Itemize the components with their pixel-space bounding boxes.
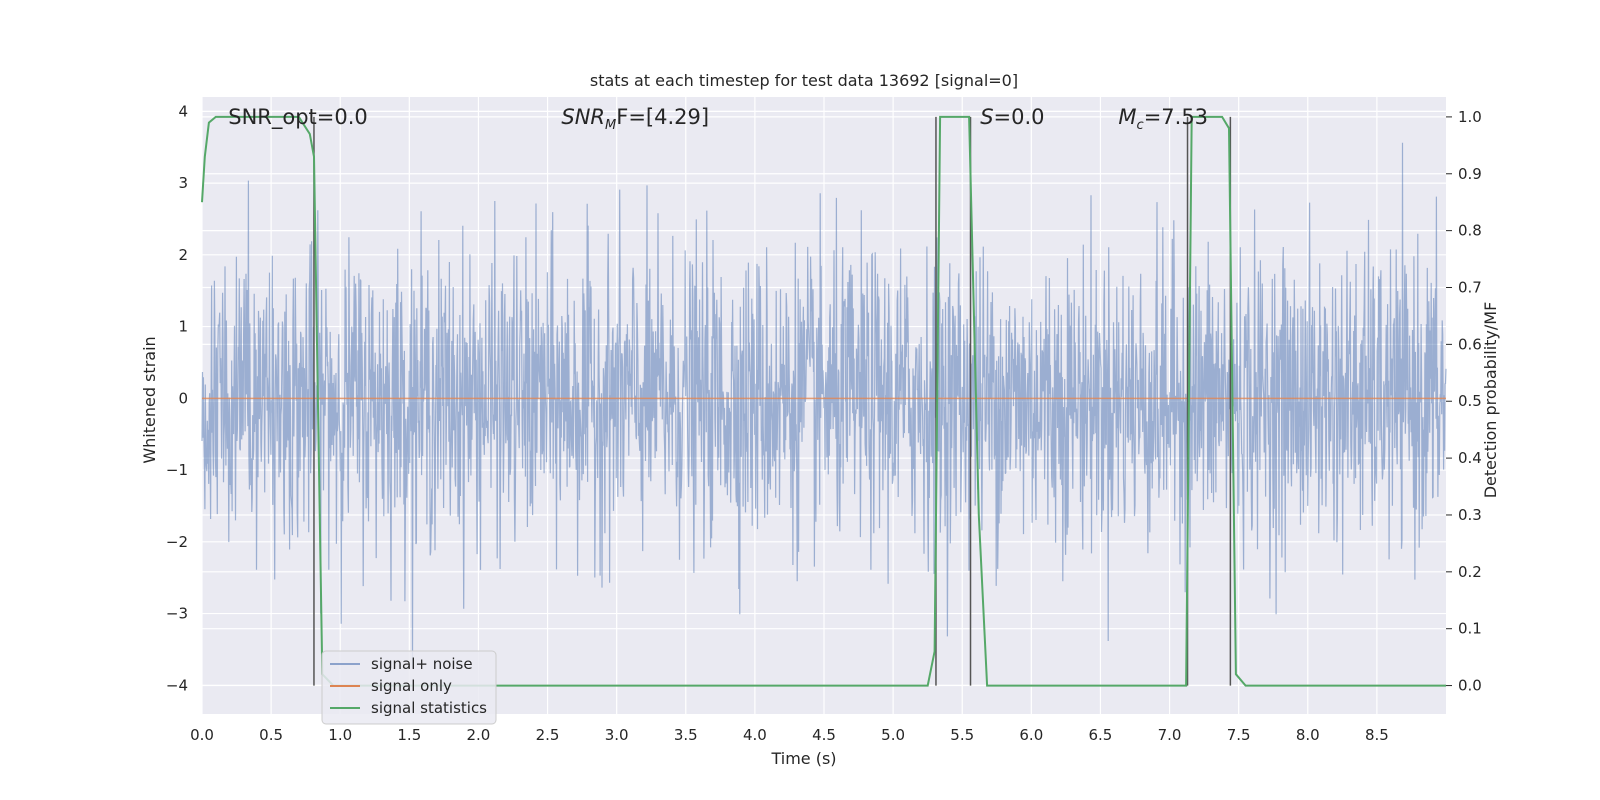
x-tick-label: 3.0 bbox=[605, 726, 629, 744]
annotation-s-stat: S=0.0 bbox=[980, 105, 1044, 129]
x-tick-label: 2.5 bbox=[536, 726, 560, 744]
y-tick-label: 3 bbox=[178, 174, 188, 192]
x-ticks: 0.0 0.5 1.0 1.5 2.0 2.5 3.0 3.5 4.0 4.5 5.0 5.5 6.0 6… bbox=[190, 726, 1389, 744]
annotation-snr-mf: SNRMF=[4.29] bbox=[561, 105, 709, 133]
legend-label-signal-statistics: signal statistics bbox=[371, 699, 487, 717]
y-tick-label: −3 bbox=[166, 605, 188, 623]
y2-tick-label: 0.4 bbox=[1458, 449, 1482, 467]
y2-tick-label: 0.5 bbox=[1458, 392, 1482, 410]
x-tick-label: 0.0 bbox=[190, 726, 214, 744]
signal-statistics-line bbox=[201, 115, 1446, 687]
y2-tick-label: 0.6 bbox=[1458, 335, 1482, 353]
x-tick-label: 7.5 bbox=[1227, 726, 1251, 744]
x-tick-label: 6.5 bbox=[1089, 726, 1113, 744]
chart-title: stats at each timestep for test data 136… bbox=[590, 71, 1018, 90]
x-tick-label: 4.5 bbox=[812, 726, 836, 744]
y2-tick-label: 0.3 bbox=[1458, 506, 1482, 524]
x-tick-label: 6.0 bbox=[1019, 726, 1043, 744]
x-tick-label: 7.0 bbox=[1158, 726, 1182, 744]
y2-axis-label: Detection probability/MF bbox=[1481, 302, 1500, 499]
y2-tick-label: 0.2 bbox=[1458, 563, 1482, 581]
y-tick-label: −2 bbox=[166, 533, 188, 551]
y2-tick-label: 1.0 bbox=[1458, 108, 1482, 126]
x-tick-label: 3.5 bbox=[674, 726, 698, 744]
x-tick-label: 1.5 bbox=[397, 726, 421, 744]
x-tick-label: 5.0 bbox=[881, 726, 905, 744]
y-tick-label: 1 bbox=[178, 318, 188, 336]
y-tick-label: 0 bbox=[178, 389, 188, 407]
x-tick-label: 8.0 bbox=[1296, 726, 1320, 744]
series-signal-statistics bbox=[201, 115, 1446, 687]
y2-tick-label: 0.1 bbox=[1458, 620, 1482, 638]
x-axis-label: Time (s) bbox=[770, 749, 836, 768]
signal-noise-line bbox=[201, 142, 1447, 669]
y-ticks: −4 −3 −2 −1 0 1 2 3 4 bbox=[166, 102, 188, 694]
y-tick-label: 2 bbox=[178, 246, 188, 264]
y2-tick-label: 0.0 bbox=[1458, 677, 1482, 695]
y-tick-label: −4 bbox=[166, 676, 188, 694]
series-signal-noise bbox=[201, 142, 1447, 669]
x-tick-label: 2.0 bbox=[467, 726, 491, 744]
y-tick-label: 4 bbox=[178, 102, 188, 120]
legend-label-signal-noise: signal+ noise bbox=[371, 655, 473, 673]
x-tick-label: 5.5 bbox=[950, 726, 974, 744]
annotation-snr-opt: SNR_opt=0.0 bbox=[228, 105, 368, 130]
x-tick-label: 4.0 bbox=[743, 726, 767, 744]
y2-tick-label: 0.7 bbox=[1458, 279, 1482, 297]
y-tick-label: −1 bbox=[166, 461, 188, 479]
x-tick-label: 1.0 bbox=[328, 726, 352, 744]
y-axis-label: Whitened strain bbox=[140, 336, 159, 463]
legend-box bbox=[321, 650, 497, 725]
legend-label-signal-only: signal only bbox=[371, 677, 452, 695]
x-tick-label: 8.5 bbox=[1365, 726, 1389, 744]
x-tick-label: 0.5 bbox=[259, 726, 283, 744]
y2-tick-label: 0.8 bbox=[1458, 222, 1482, 240]
annotation-mc: Mc=7.53 bbox=[1118, 105, 1208, 133]
legend: signal+ noise signal only signal statist… bbox=[321, 650, 497, 725]
annotations: SNR_opt=0.0 SNRMF=[4.29] S=0.0 Mc=7.53 bbox=[228, 105, 1208, 133]
y2-tick-label: 0.9 bbox=[1458, 165, 1482, 183]
y2-ticks: 0.0 0.1 0.2 0.3 0.4 0.5 0.6 0.7 0.8 0.9 1.0 bbox=[1446, 108, 1482, 695]
